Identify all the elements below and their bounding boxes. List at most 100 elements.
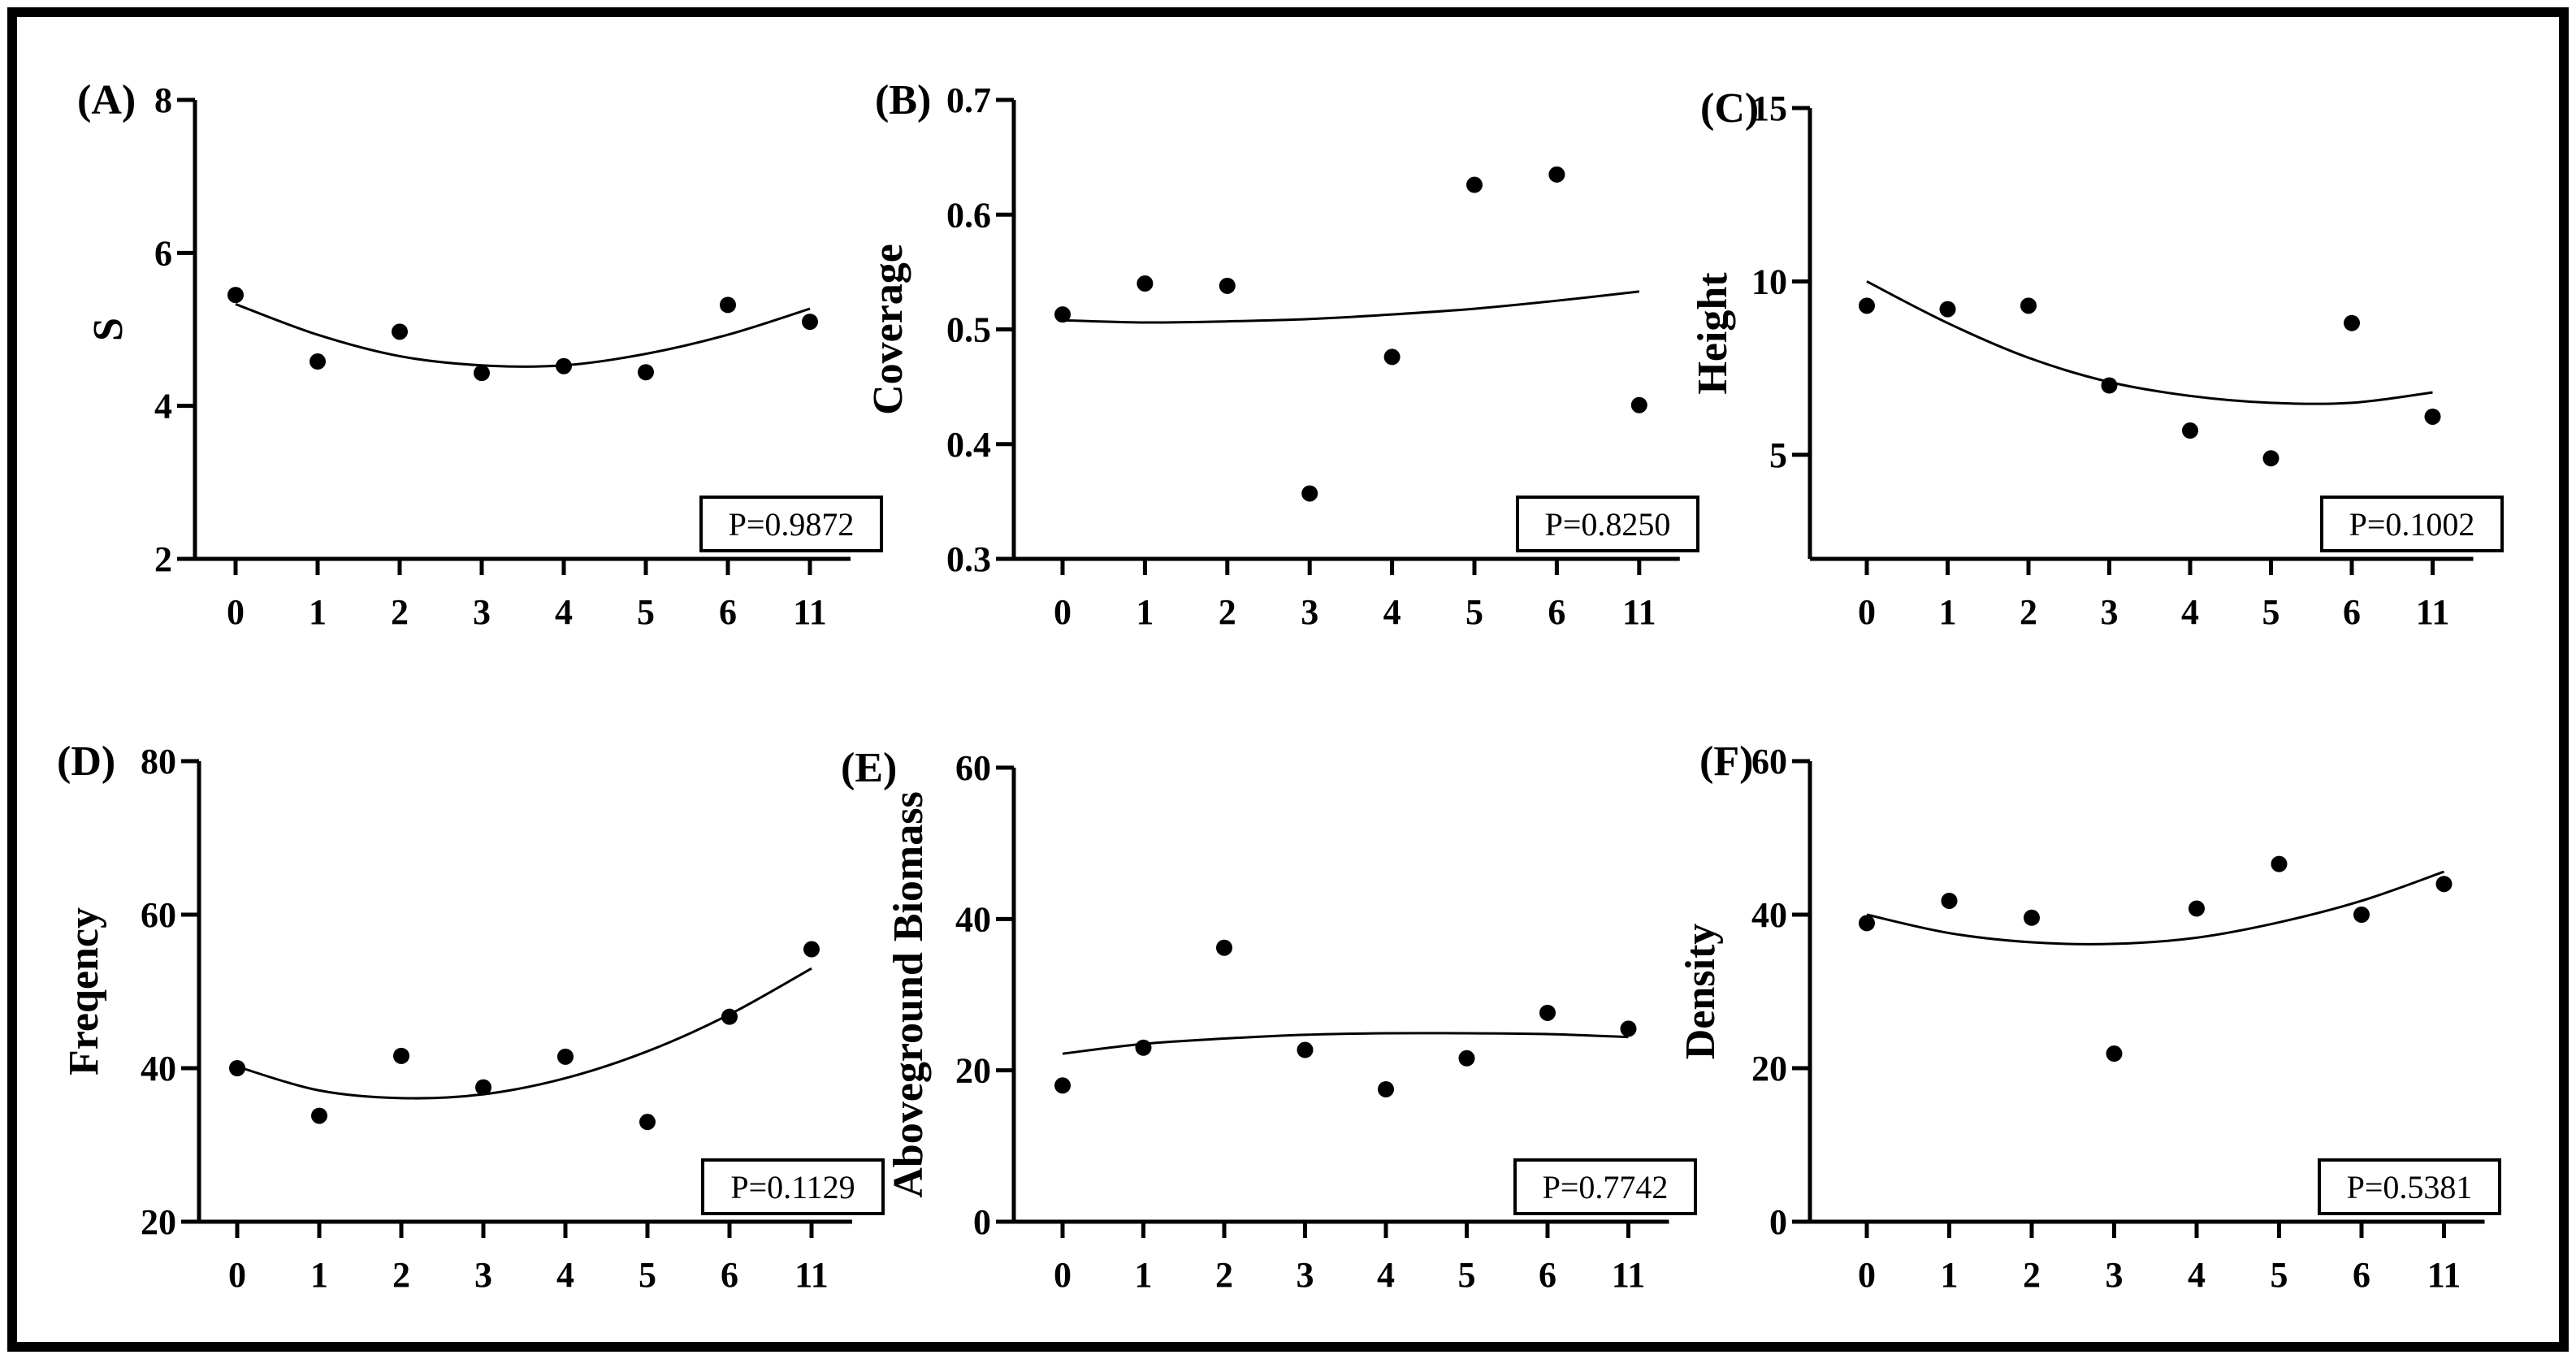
data-point xyxy=(2353,907,2370,923)
data-point xyxy=(1301,485,1318,502)
panel-c: 5 10 15 0 1 2 3 4 5 6 11 P=0.1002 (C) Height xyxy=(1690,85,2504,632)
x-tick-label: 1 xyxy=(309,592,327,632)
x-tick-label: 3 xyxy=(1301,592,1318,632)
y-tick-label: 80 xyxy=(141,742,176,781)
y-axis-title: Density xyxy=(1678,924,1724,1060)
y-axis-title: Freqency xyxy=(61,907,107,1076)
y-tick-label: 0.4 xyxy=(946,425,991,465)
data-point xyxy=(2344,314,2360,331)
y-axis-title: S xyxy=(85,318,132,341)
data-point xyxy=(2024,909,2040,926)
panel-a: 2 4 6 8 0 1 2 3 4 5 6 11 P=0.9872 (A) S xyxy=(77,77,883,632)
data-point xyxy=(1136,275,1154,292)
x-tick-label: 4 xyxy=(556,1255,574,1295)
p-value-label: P=0.7742 xyxy=(1543,1169,1669,1205)
p-value-label: P=0.9872 xyxy=(729,506,855,543)
x-tick-label: 11 xyxy=(2427,1255,2461,1295)
x-tick-label: 1 xyxy=(1941,1255,1959,1295)
x-tick-label: 5 xyxy=(1466,592,1483,632)
y-tick-label: 0 xyxy=(1769,1202,1787,1242)
fit-curve xyxy=(1866,870,2444,946)
x-tick-label: 3 xyxy=(1297,1255,1314,1295)
data-point xyxy=(1216,939,1232,956)
x-tick-label: 11 xyxy=(1622,592,1656,632)
x-tick-label: 3 xyxy=(474,1255,492,1295)
x-tick-label: 6 xyxy=(1539,1255,1556,1295)
x-tick-label: 4 xyxy=(2181,592,2199,632)
data-point xyxy=(229,1060,245,1076)
data-point xyxy=(1378,1080,1394,1097)
y-tick-label: 0.7 xyxy=(946,80,991,120)
x-tick-label: 5 xyxy=(639,1255,656,1295)
fit-curve xyxy=(1866,280,2433,405)
data-point xyxy=(393,1047,409,1064)
x-tick-label: 5 xyxy=(1458,1255,1476,1295)
data-point xyxy=(1297,1041,1314,1058)
y-tick-label: 60 xyxy=(1751,742,1787,781)
data-point xyxy=(1630,396,1647,413)
y-tick-label: 15 xyxy=(1751,89,1787,128)
data-point xyxy=(556,357,572,374)
p-value-box xyxy=(699,496,883,552)
y-tick-label: 0.5 xyxy=(946,310,991,350)
data-point xyxy=(1466,176,1483,193)
data-point xyxy=(1054,306,1071,323)
x-tick-label: 5 xyxy=(2262,592,2280,632)
fit-curve xyxy=(236,967,812,1100)
data-point xyxy=(2101,377,2118,394)
data-point xyxy=(2020,297,2037,314)
data-point xyxy=(2435,876,2453,893)
panel-label: (A) xyxy=(77,77,136,123)
data-point xyxy=(2271,855,2288,872)
x-tick-label: 11 xyxy=(793,592,827,632)
y-tick-label: 10 xyxy=(1751,262,1787,301)
p-value-label: P=0.1002 xyxy=(2349,506,2475,543)
data-point xyxy=(1219,277,1236,294)
x-tick-label: 6 xyxy=(2353,1255,2370,1295)
data-point xyxy=(2262,450,2279,467)
data-point xyxy=(1054,1077,1071,1094)
y-tick-label: 4 xyxy=(154,387,172,426)
panel-label: (E) xyxy=(841,745,897,791)
data-point xyxy=(802,314,818,331)
data-point xyxy=(557,1048,574,1065)
x-tick-label: 2 xyxy=(1219,592,1236,632)
panel-b: 0.3 0.4 0.5 0.6 0.7 0 1 2 3 4 5 6 11 P=0.8250 (B) Cover… xyxy=(865,77,1699,632)
x-tick-label: 4 xyxy=(1377,1255,1395,1295)
y-tick-label: 0.6 xyxy=(946,195,991,235)
x-tick-label: 0 xyxy=(1054,592,1072,632)
panel-f: 0 20 40 60 0 1 2 3 4 5 6 11 P=0.5381 (F) Density xyxy=(1678,738,2501,1295)
x-tick-label: 1 xyxy=(1939,592,1957,632)
x-tick-label: 0 xyxy=(1858,1255,1876,1295)
data-point xyxy=(2424,408,2441,425)
data-point xyxy=(1941,892,1958,909)
data-point xyxy=(475,1079,491,1096)
data-point xyxy=(803,941,820,958)
x-tick-label: 1 xyxy=(1135,1255,1153,1295)
data-point xyxy=(227,287,244,304)
x-tick-label: 1 xyxy=(310,1255,328,1295)
x-tick-label: 6 xyxy=(721,1255,738,1295)
y-tick-label: 40 xyxy=(955,899,991,939)
x-tick-label: 2 xyxy=(1215,1255,1233,1295)
x-tick-label: 6 xyxy=(2343,592,2361,632)
x-tick-label: 0 xyxy=(1054,1255,1072,1295)
data-point xyxy=(310,353,326,370)
p-value-box xyxy=(1513,1158,1697,1215)
p-value-label: P=0.8250 xyxy=(1545,506,1671,543)
panel-e: 0 20 40 60 0 1 2 3 4 5 6 11 P=0.7742 (E)Aboveground B… xyxy=(841,745,1697,1295)
p-value-box xyxy=(2318,1158,2501,1215)
y-tick-label: 20 xyxy=(955,1051,991,1091)
data-point xyxy=(1383,348,1401,366)
y-tick-label: 40 xyxy=(141,1049,176,1088)
y-tick-label: 40 xyxy=(1751,895,1787,935)
data-point xyxy=(392,323,408,340)
y-tick-label: 20 xyxy=(141,1202,176,1242)
x-tick-label: 2 xyxy=(2020,592,2037,632)
x-tick-label: 2 xyxy=(392,1255,410,1295)
data-point xyxy=(720,296,736,314)
y-tick-label: 60 xyxy=(955,748,991,788)
x-tick-label: 3 xyxy=(2101,592,2119,632)
y-tick-label: 0.3 xyxy=(946,539,991,579)
